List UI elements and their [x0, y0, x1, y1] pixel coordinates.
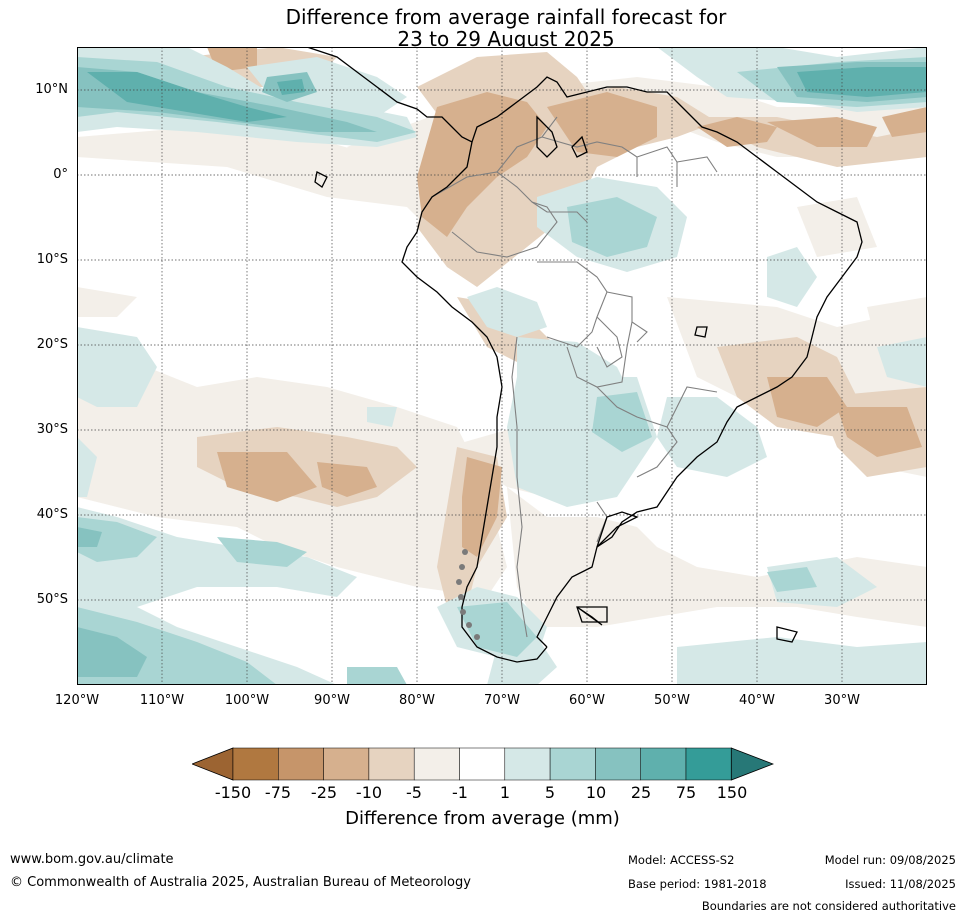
rainfall-anomaly-map — [77, 47, 927, 685]
legend-swatch-2 — [278, 747, 324, 781]
legend-swatch-1 — [232, 747, 279, 781]
legend-tick-label: 1 — [499, 783, 511, 802]
legend-tick-label: -5 — [406, 783, 422, 802]
legend-tick-label: -150 — [214, 783, 252, 802]
legend-swatch-4 — [368, 747, 415, 781]
map-border — [77, 47, 927, 685]
lon-label-40w: 40°W — [739, 693, 775, 708]
legend-tick-label: 25 — [630, 783, 652, 802]
legend-colorbar — [192, 747, 774, 781]
lat-label-10n: 10°N — [35, 82, 68, 97]
legend-swatch-10 — [640, 747, 687, 781]
footer-disclaimer: Boundaries are not considered authoritat… — [701, 899, 956, 913]
lat-label-0: 0° — [53, 167, 68, 182]
patagonia-islands — [456, 549, 480, 640]
legend-tick-label: 75 — [675, 783, 697, 802]
legend-title: Difference from average (mm) — [345, 808, 620, 829]
lat-label-50s: 50°S — [36, 592, 68, 607]
footer-copyright: © Commonwealth of Australia 2025, Austra… — [10, 875, 471, 890]
country-borders — [431, 116, 718, 638]
legend-tick-label: -75 — [264, 783, 292, 802]
legend-swatch-6 — [459, 747, 506, 781]
footer-model: Model: ACCESS-S2 — [628, 853, 735, 867]
legend-tick-label: 5 — [544, 783, 556, 802]
footer-issued: Issued: 11/08/2025 — [845, 877, 956, 891]
lon-label-110w: 110°W — [139, 693, 185, 708]
anomaly-strong-dry — [207, 47, 927, 557]
legend-swatch-11 — [685, 747, 732, 781]
map-title-line2: 23 to 29 August 2025 — [397, 27, 615, 51]
legend-tick-label: 150 — [716, 783, 748, 802]
legend-swatch-3 — [323, 747, 370, 781]
legend-tick-label: 10 — [585, 783, 607, 802]
lat-label-20s: 20°S — [36, 337, 68, 352]
lon-label-80w: 80°W — [399, 693, 435, 708]
legend-swatch-9 — [595, 747, 641, 781]
coastlines — [306, 47, 863, 663]
map-title-line1: Difference from average rainfall forecas… — [285, 5, 727, 29]
legend-tick-label: -25 — [310, 783, 338, 802]
legend-tick-label: -1 — [452, 783, 468, 802]
footer-base-period: Base period: 1981-2018 — [628, 877, 767, 891]
legend-swatch-8 — [549, 747, 596, 781]
legend-tick-label: -10 — [355, 783, 383, 802]
legend-extend-low — [192, 747, 234, 781]
lat-label-30s: 30°S — [36, 422, 68, 437]
legend-swatch-5 — [413, 747, 460, 781]
legend-extend-high — [730, 747, 774, 781]
footer-website-link[interactable]: www.bom.gov.au/climate — [10, 852, 174, 867]
lon-label-60w: 60°W — [569, 693, 605, 708]
anomaly-very-strong-wet — [87, 67, 927, 122]
lon-label-100w: 100°W — [224, 693, 270, 708]
lon-label-30w: 30°W — [824, 693, 860, 708]
lat-label-40s: 40°S — [36, 507, 68, 522]
map-gridlines — [77, 47, 927, 685]
lat-label-10s: 10°S — [36, 252, 68, 267]
legend-swatch-7 — [504, 747, 551, 781]
lon-label-120w: 120°W — [54, 693, 100, 708]
lon-label-70w: 70°W — [484, 693, 520, 708]
lon-label-90w: 90°W — [314, 693, 350, 708]
footer-model-run: Model run: 09/08/2025 — [824, 853, 956, 867]
lon-label-50w: 50°W — [654, 693, 690, 708]
